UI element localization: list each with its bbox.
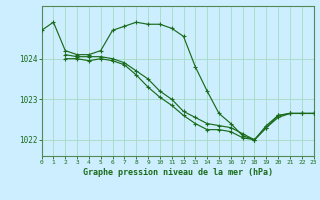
X-axis label: Graphe pression niveau de la mer (hPa): Graphe pression niveau de la mer (hPa) (83, 168, 273, 177)
